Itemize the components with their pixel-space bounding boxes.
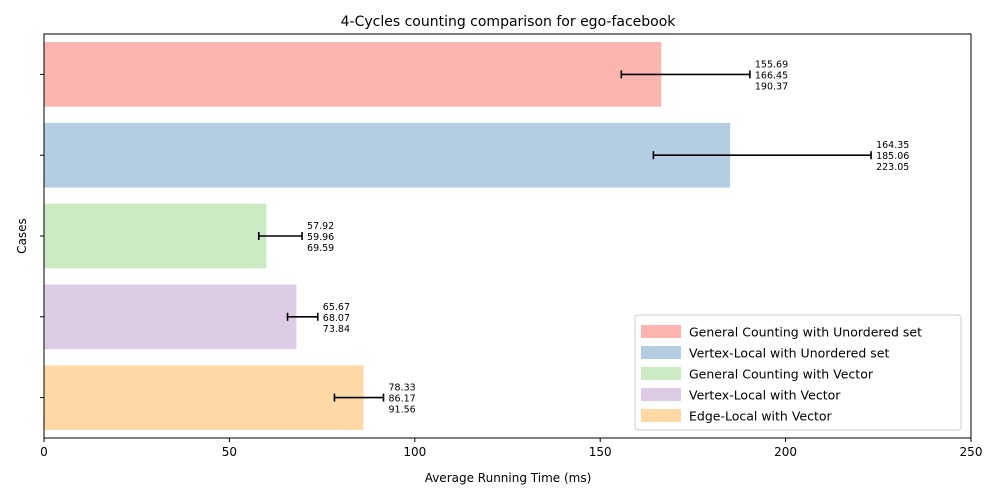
data-label: 166.45 (755, 70, 788, 81)
x-tick-label: 200 (774, 445, 797, 459)
data-label: 68.07 (323, 313, 350, 324)
legend-swatch (641, 325, 681, 338)
legend-swatch (641, 409, 681, 422)
x-tick-label: 100 (403, 445, 426, 459)
data-label: 69.59 (307, 243, 334, 254)
x-tick-label: 0 (40, 445, 48, 459)
y-axis (40, 73, 44, 399)
bar (44, 122, 731, 188)
bars-layer (44, 42, 731, 430)
data-label: 91.56 (389, 405, 416, 416)
legend-label: Vertex-Local with Unordered set (689, 346, 889, 361)
legend-label: General Counting with Unordered set (689, 325, 922, 340)
data-label: 73.84 (323, 324, 350, 335)
errorbars-layer (257, 70, 872, 402)
data-label: 86.17 (389, 394, 416, 405)
x-axis: 0 50 100 150 200 250 (40, 438, 982, 459)
x-tick-label: 150 (589, 445, 612, 459)
chart-title: 4-Cycles counting comparison for ego-fac… (341, 14, 677, 30)
bar (44, 284, 297, 350)
bar (44, 42, 662, 107)
data-label: 155.69 (755, 59, 788, 70)
legend: General Counting with Unordered set Verte… (634, 314, 962, 431)
bar (44, 365, 364, 430)
legend-swatch (641, 367, 681, 380)
data-label: 164.35 (876, 140, 909, 151)
x-tick-label: 50 (222, 445, 237, 459)
data-label: 78.33 (389, 383, 416, 394)
data-label: 223.05 (876, 162, 909, 173)
data-label: 190.37 (755, 81, 788, 92)
legend-swatch (641, 388, 681, 401)
legend-label: General Counting with Vector (689, 367, 874, 382)
y-axis-title: Cases (15, 218, 29, 254)
legend-box (634, 314, 962, 431)
legend-swatch (641, 346, 681, 359)
data-label: 59.96 (307, 232, 334, 243)
bar (44, 203, 267, 269)
data-label: 57.92 (307, 221, 334, 232)
data-label: 185.06 (876, 151, 909, 162)
x-axis-title: Average Running Time (ms) (425, 471, 592, 485)
data-label: 65.67 (323, 302, 350, 313)
legend-label: Vertex-Local with Vector (689, 388, 841, 403)
legend-label: Edge-Local with Vector (689, 409, 833, 424)
x-tick-label: 250 (960, 445, 983, 459)
